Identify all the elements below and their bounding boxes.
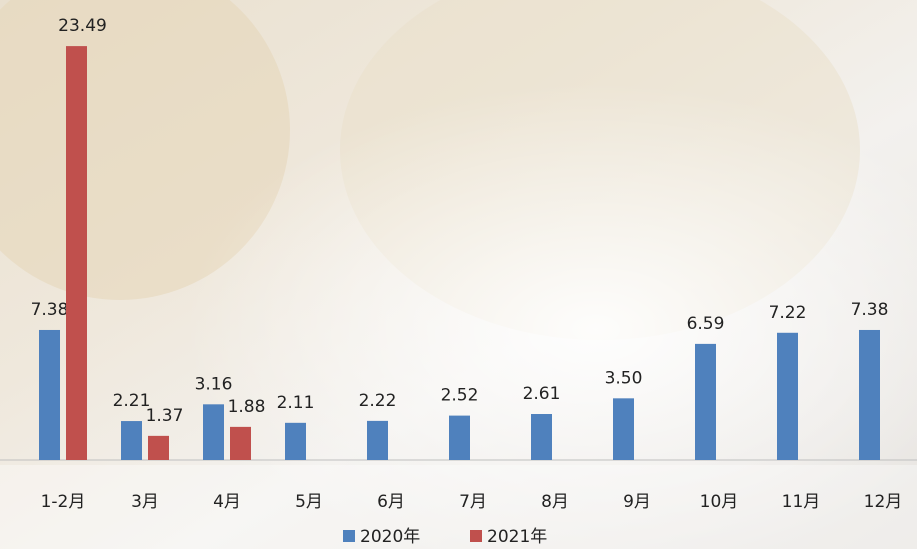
bar (66, 46, 87, 460)
legend-swatch (470, 530, 482, 542)
x-tick-label: 11月 (782, 492, 821, 512)
x-tick-label: 8月 (541, 492, 569, 512)
value-label: 7.38 (851, 300, 889, 320)
bar (39, 329, 60, 460)
value-label: 23.49 (58, 16, 107, 36)
x-tick-label: 12月 (864, 492, 903, 512)
bar (695, 343, 716, 460)
x-tick-label: 7月 (459, 492, 487, 512)
bar (367, 420, 388, 460)
bar (148, 435, 169, 460)
bar (613, 398, 634, 460)
x-tick-label: 5月 (295, 492, 323, 512)
bar (777, 332, 798, 460)
bar (449, 415, 470, 460)
x-tick-label: 3月 (131, 492, 159, 512)
bar (859, 329, 880, 460)
value-label: 7.22 (769, 303, 807, 323)
legend-label: 2021年 (487, 527, 547, 547)
value-label: 2.11 (277, 393, 315, 413)
value-label: 7.38 (31, 300, 69, 320)
value-label: 2.21 (113, 391, 151, 411)
value-label: 1.37 (146, 406, 184, 426)
x-tick-label: 6月 (377, 492, 405, 512)
value-label: 3.16 (195, 374, 233, 394)
value-label: 2.61 (523, 384, 561, 404)
x-tick-label: 1-2月 (41, 492, 86, 512)
value-label: 6.59 (687, 314, 725, 334)
legend-swatch (343, 530, 355, 542)
x-tick-label: 4月 (213, 492, 241, 512)
value-label: 2.22 (359, 391, 397, 411)
value-label: 3.50 (605, 368, 643, 388)
value-label: 2.52 (441, 386, 479, 406)
x-tick-label: 10月 (700, 492, 739, 512)
bar (285, 422, 306, 460)
legend-label: 2020年 (360, 527, 420, 547)
label-band (0, 465, 917, 549)
bar (203, 404, 224, 460)
x-tick-label: 9月 (623, 492, 651, 512)
value-label: 1.88 (228, 397, 266, 417)
bar (230, 426, 251, 460)
bar (121, 421, 142, 460)
bar (531, 414, 552, 460)
